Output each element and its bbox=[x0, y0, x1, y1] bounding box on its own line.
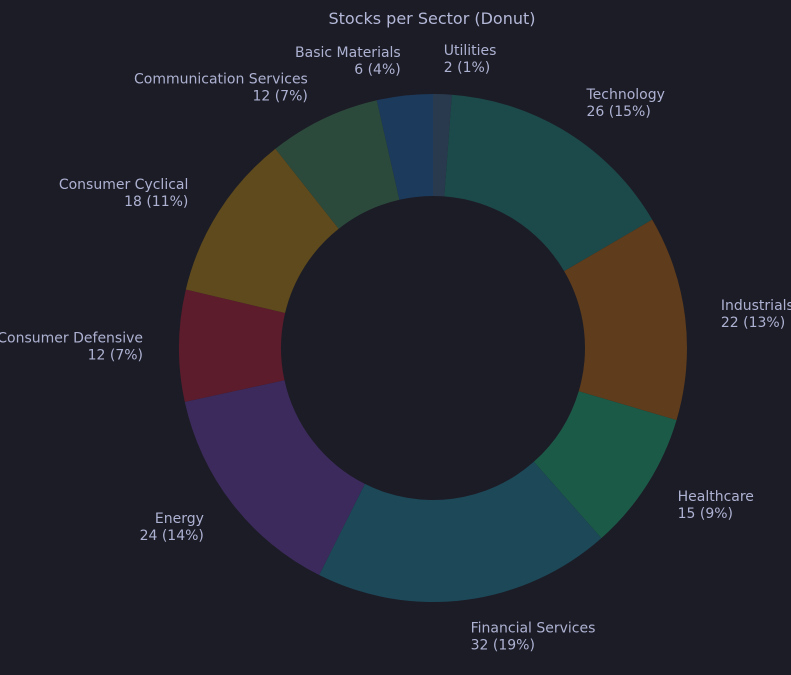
label-value: 24 (14%) bbox=[140, 528, 204, 544]
label-healthcare: Healthcare 15 (9%) bbox=[678, 489, 754, 522]
label-name: Consumer Cyclical bbox=[59, 177, 189, 193]
label-value: 22 (13%) bbox=[721, 315, 785, 331]
slice-consumer-cyclical[interactable] bbox=[185, 148, 339, 313]
label-name: Financial Services bbox=[471, 621, 596, 637]
label-value: 18 (11%) bbox=[124, 194, 188, 210]
label-value: 2 (1%) bbox=[444, 60, 491, 76]
slice-utilities[interactable] bbox=[433, 94, 452, 197]
slice-communication-services[interactable] bbox=[275, 100, 400, 229]
label-financial-services: Financial Services 32 (19%) bbox=[471, 621, 596, 654]
slice-industrials[interactable] bbox=[564, 219, 687, 421]
slice-basic-materials[interactable] bbox=[376, 94, 433, 200]
label-value: 26 (15%) bbox=[586, 104, 650, 120]
slice-financial-services[interactable] bbox=[319, 461, 602, 602]
label-name: Consumer Defensive bbox=[0, 330, 143, 346]
label-name: Industrials bbox=[721, 298, 791, 314]
label-name: Technology bbox=[585, 87, 664, 103]
label-consumer-defensive: Consumer Defensive 12 (7%) bbox=[0, 330, 143, 363]
chart-title: Stocks per Sector (Donut) bbox=[328, 9, 535, 28]
label-basic-materials: Basic Materials 6 (4%) bbox=[295, 45, 401, 78]
label-name: Energy bbox=[155, 511, 204, 527]
slice-healthcare[interactable] bbox=[533, 391, 677, 539]
label-value: 12 (7%) bbox=[88, 347, 143, 363]
label-name: Basic Materials bbox=[295, 45, 401, 61]
label-value: 15 (9%) bbox=[678, 506, 733, 522]
label-value: 32 (19%) bbox=[471, 638, 535, 654]
slices-layer bbox=[179, 94, 687, 602]
label-energy: Energy 24 (14%) bbox=[140, 511, 204, 544]
label-name: Healthcare bbox=[678, 489, 754, 505]
label-communication-services: Communication Services 12 (7%) bbox=[134, 71, 308, 104]
slice-energy[interactable] bbox=[184, 380, 365, 576]
slice-technology[interactable] bbox=[444, 94, 653, 272]
label-technology: Technology 26 (15%) bbox=[585, 87, 664, 120]
slice-consumer-defensive[interactable] bbox=[179, 289, 286, 402]
label-value: 6 (4%) bbox=[354, 62, 401, 78]
label-value: 12 (7%) bbox=[252, 88, 307, 104]
label-utilities: Utilities 2 (1%) bbox=[444, 43, 497, 76]
label-consumer-cyclical: Consumer Cyclical 18 (11%) bbox=[59, 177, 189, 210]
label-name: Communication Services bbox=[134, 71, 308, 87]
label-name: Utilities bbox=[444, 43, 497, 59]
labels-layer: Utilities 2 (1%) Technology 26 (15%) Industr… bbox=[0, 43, 791, 653]
label-industrials: Industrials 22 (13%) bbox=[721, 298, 791, 331]
